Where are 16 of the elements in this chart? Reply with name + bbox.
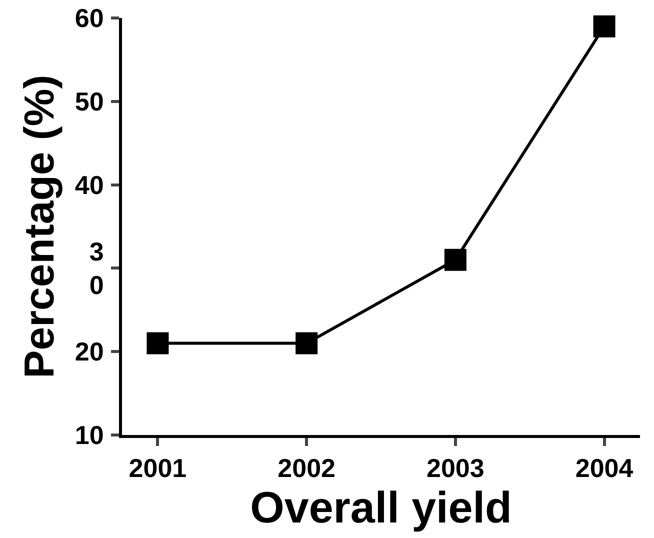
y-tick-label: 20 <box>74 336 104 367</box>
x-tick-label: 2004 <box>575 453 634 484</box>
point <box>444 248 466 271</box>
x-tick-label: 2002 <box>278 453 336 484</box>
x-tick-label: 2003 <box>426 453 484 484</box>
y-tick-label: 10 <box>74 420 104 450</box>
x-axis-title: Overall yield <box>250 484 512 532</box>
y-tick-label: 3 0 <box>89 236 104 300</box>
point <box>146 332 169 354</box>
y-tick-label: 50 <box>74 86 104 116</box>
y-tick-label: 40 <box>74 170 104 200</box>
y-tick-label: 60 <box>74 3 104 34</box>
point <box>296 332 318 354</box>
point <box>593 15 616 38</box>
x-tick-label: 2001 <box>128 453 187 484</box>
y-axis-title: Percentage (%) <box>16 74 63 378</box>
